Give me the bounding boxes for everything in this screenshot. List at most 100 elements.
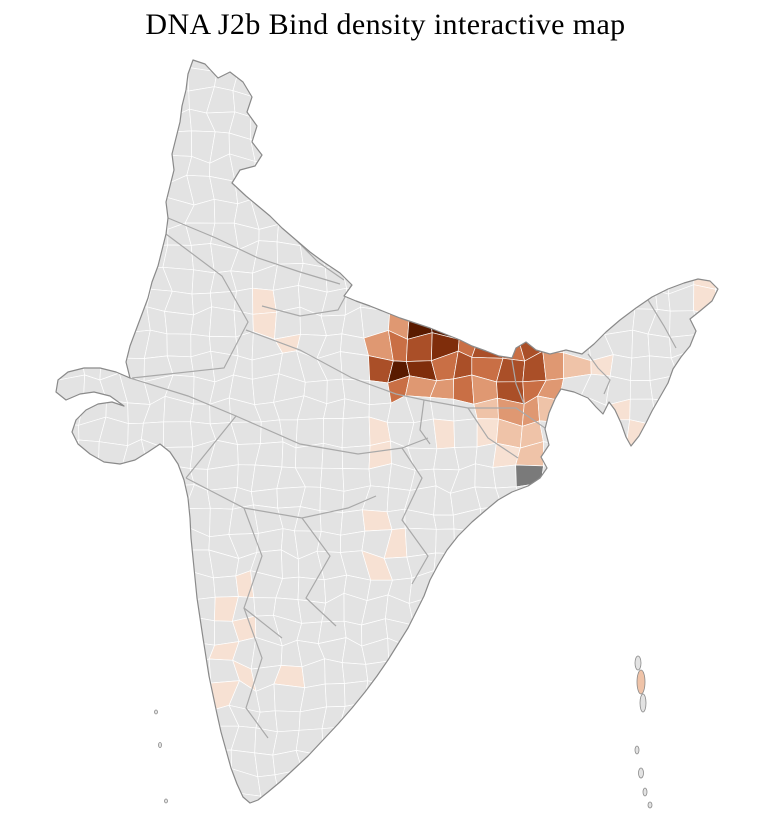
district-cell[interactable] (700, 570, 720, 603)
island-shape[interactable] (647, 801, 653, 809)
district-cell[interactable] (585, 64, 613, 94)
district-cell[interactable] (564, 664, 589, 689)
district-cell[interactable] (496, 263, 519, 292)
district-cell[interactable] (739, 268, 759, 288)
district-cell[interactable] (32, 417, 63, 445)
district-cell[interactable] (493, 199, 523, 226)
district-cell[interactable] (606, 768, 633, 802)
district-cell[interactable] (82, 225, 105, 251)
district-cell[interactable] (80, 527, 99, 559)
district-cell[interactable] (341, 662, 369, 684)
district-cell[interactable] (472, 286, 502, 316)
district-cell[interactable] (409, 668, 436, 691)
district-cell[interactable] (471, 174, 500, 201)
district-cell[interactable] (450, 132, 483, 160)
district-cell[interactable] (603, 710, 633, 734)
district-cell[interactable] (35, 183, 62, 208)
district-cell[interactable] (103, 753, 125, 779)
district-cell[interactable] (583, 504, 610, 533)
district-cell[interactable] (628, 289, 658, 310)
district-cell[interactable] (540, 639, 566, 666)
district-cell[interactable] (142, 154, 172, 185)
district-cell[interactable] (516, 661, 547, 689)
district-cell[interactable] (97, 466, 124, 492)
district-cell[interactable] (216, 43, 240, 73)
district-cell[interactable] (316, 530, 342, 553)
district-cell[interactable] (449, 196, 481, 229)
district-cell[interactable] (739, 89, 765, 119)
district-cell[interactable] (516, 752, 547, 777)
district-cell[interactable] (60, 526, 85, 552)
district-cell[interactable] (631, 792, 657, 815)
district-cell[interactable] (523, 139, 548, 159)
district-cell[interactable] (586, 113, 614, 142)
district-cell[interactable] (521, 508, 542, 535)
district-cell[interactable] (588, 790, 612, 813)
district-cell[interactable] (406, 728, 436, 755)
district-cell[interactable] (75, 506, 101, 538)
district-cell[interactable] (697, 596, 720, 625)
district-cell[interactable] (426, 88, 455, 120)
island-shape[interactable] (634, 655, 642, 671)
district-cell[interactable] (34, 353, 64, 382)
district-cell[interactable] (715, 225, 742, 251)
district-cell[interactable] (603, 419, 631, 450)
district-cell[interactable] (340, 68, 370, 91)
district-cell[interactable] (721, 153, 739, 176)
district-cell[interactable] (254, 752, 276, 778)
district-cell[interactable] (429, 240, 457, 272)
district-cell[interactable] (209, 306, 237, 338)
district-cell[interactable] (123, 730, 149, 758)
district-cell[interactable] (340, 245, 371, 267)
district-cell[interactable] (58, 704, 82, 734)
district-cell[interactable] (738, 399, 761, 427)
district-cell[interactable] (119, 576, 152, 600)
district-cell[interactable] (539, 573, 563, 604)
district-cell[interactable] (322, 418, 344, 449)
district-cell[interactable] (693, 241, 720, 273)
district-cell[interactable] (74, 463, 99, 485)
district-cell[interactable] (340, 45, 368, 71)
district-cell[interactable] (633, 223, 658, 251)
district-cell[interactable] (539, 506, 570, 535)
district-cell[interactable] (497, 527, 524, 554)
district-cell[interactable] (97, 598, 122, 625)
district-cell[interactable] (82, 286, 105, 315)
district-cell[interactable] (519, 533, 542, 558)
district-cell[interactable] (339, 108, 370, 141)
district-cell[interactable] (474, 263, 501, 294)
district-cell[interactable] (626, 617, 655, 647)
district-cell[interactable] (586, 729, 613, 754)
district-cell[interactable] (55, 308, 84, 337)
district-cell[interactable] (190, 403, 211, 425)
district-cell[interactable] (124, 791, 148, 815)
district-cell[interactable] (104, 178, 123, 199)
district-cell[interactable] (428, 292, 451, 316)
district-cell[interactable] (561, 64, 592, 93)
district-cell[interactable] (542, 226, 566, 245)
island-shape[interactable] (638, 767, 644, 779)
district-cell[interactable] (501, 132, 525, 158)
district-cell[interactable] (388, 112, 409, 139)
district-cell[interactable] (431, 136, 460, 163)
district-cell[interactable] (143, 662, 168, 685)
district-cell[interactable] (97, 505, 129, 538)
district-cell[interactable] (608, 174, 633, 206)
district-cell[interactable] (624, 528, 653, 552)
district-cell[interactable] (735, 463, 762, 493)
district-cell[interactable] (649, 623, 677, 644)
district-cell[interactable] (404, 527, 437, 558)
district-cell[interactable] (669, 241, 702, 274)
district-cell[interactable] (146, 196, 169, 230)
district-cell[interactable] (671, 769, 695, 801)
district-cell[interactable] (55, 199, 84, 228)
district-cell[interactable] (537, 50, 566, 75)
district-cell[interactable] (493, 243, 520, 274)
district-cell[interactable] (96, 286, 124, 313)
district-cell[interactable] (121, 460, 148, 492)
district-cell[interactable] (122, 548, 152, 582)
district-cell[interactable] (561, 549, 589, 574)
district-cell[interactable] (630, 488, 651, 510)
district-cell[interactable] (148, 43, 168, 75)
district-cell[interactable] (433, 773, 460, 794)
